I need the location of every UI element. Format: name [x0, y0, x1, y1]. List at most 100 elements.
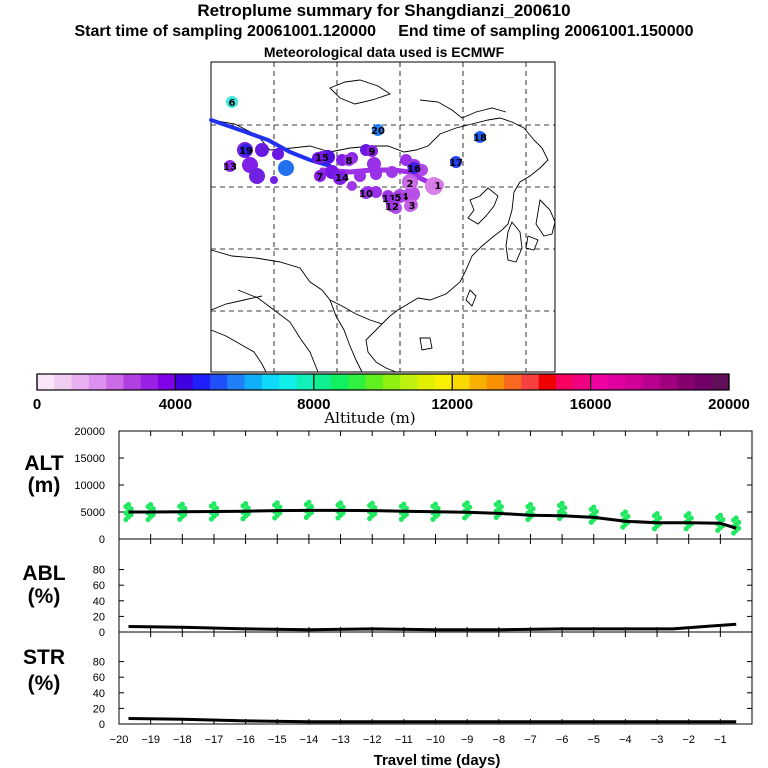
series-line-str	[128, 717, 737, 724]
colorbar-swatch	[573, 374, 592, 390]
altitude-scatter-point	[467, 504, 473, 510]
x-tick-label: −2	[682, 734, 695, 746]
altitude-scatter-point	[182, 505, 188, 512]
colorbar-tick-label: 16000	[570, 396, 612, 413]
altitude-scatter-point	[401, 501, 407, 507]
altitude-scatter-point	[403, 511, 409, 518]
map-gridlines	[211, 62, 555, 372]
map-trajectory-label: 19	[239, 146, 253, 157]
map-trajectory-label: 3	[409, 201, 416, 212]
coast-indochina	[365, 315, 397, 373]
altitude-scatter-point	[686, 511, 692, 517]
altitude-scatter-point	[337, 500, 344, 506]
colorbar-swatch	[54, 374, 73, 390]
altitude-scatter-point	[464, 500, 470, 506]
y-tick-label: 0	[99, 719, 105, 731]
x-tick-label: −6	[556, 734, 569, 746]
panel-unit-label: (%)	[28, 585, 61, 608]
map-label-marker	[406, 199, 418, 211]
colorbar-tick-label: 12000	[431, 396, 473, 413]
y-tick-label: 60	[93, 672, 105, 684]
map-trajectory-label: 5	[395, 193, 402, 204]
border-south	[237, 289, 319, 373]
colorbar-swatch	[469, 374, 488, 390]
panel-unit-label: (m)	[28, 474, 61, 497]
colorbar-swatch	[538, 374, 557, 390]
map-label-marker	[336, 171, 348, 183]
panel-str: STR (%) 80 60 40 20 0	[23, 631, 753, 731]
map-trajectory-label: 4	[402, 192, 409, 203]
x-tick-label: −18	[173, 734, 192, 746]
colorbar-tick-label: 4000	[159, 396, 192, 413]
colorbar-swatch	[521, 374, 540, 390]
colorbar-swatch	[504, 374, 522, 390]
map-coastlines	[210, 79, 556, 373]
altitude-scatter-point	[625, 513, 631, 519]
colorbar-swatch	[331, 374, 349, 390]
chart-title: Retroplume summary for Shangdianzi_20061…	[197, 1, 571, 20]
x-tick-label: −4	[619, 734, 632, 746]
altitude-scatter-point	[340, 504, 346, 510]
panel-alt: ALT(m) 20000 15000 10000 5000 0	[24, 426, 753, 546]
colorbar-swatch	[607, 374, 626, 390]
altitude-scatter-point	[211, 501, 217, 507]
colorbar-swatch	[210, 374, 228, 390]
colorbar-swatch	[711, 374, 730, 390]
altitude-scatter-point	[125, 501, 132, 508]
panel-label: ABL	[22, 562, 65, 585]
map-label-marker	[474, 131, 486, 143]
map-label-marker	[392, 191, 404, 203]
altitude-scatter-point	[496, 499, 502, 505]
altitude-scatter-point	[148, 501, 154, 508]
altitude-scatter-point	[622, 509, 629, 515]
map-trajectory-label: 17	[449, 158, 463, 169]
taiwan	[465, 289, 477, 307]
map-trajectory-label: 18	[473, 133, 487, 144]
altitude-scatter-point	[736, 519, 742, 525]
panel-abl: ABL(%) 80 60 40 20 0	[22, 538, 753, 639]
map-label-marker	[432, 179, 444, 191]
map-trajectory-label: 10	[359, 189, 373, 200]
colorbar-swatch	[556, 374, 574, 390]
panel-frame	[118, 631, 753, 725]
x-tick-label: −10	[426, 734, 445, 746]
y-tick-label: 20	[93, 703, 105, 715]
korea	[505, 221, 523, 263]
trajectory-cluster-marker	[370, 168, 382, 180]
colorbar-tick-label: 8000	[297, 396, 330, 413]
map-label-marker	[316, 151, 328, 163]
map-trajectory-label: 15	[315, 153, 329, 164]
altitude-scatter-point	[128, 506, 134, 512]
trajectory-cluster-marker	[249, 168, 265, 184]
altitude-scatter-point	[213, 505, 220, 511]
colorbar-swatch	[659, 374, 678, 390]
colorbar-swatch	[71, 374, 90, 390]
altitude-scatter-point	[277, 504, 283, 510]
colorbar-swatch	[625, 374, 643, 390]
map-label-marker	[372, 124, 384, 136]
y-tick-label: 40	[93, 688, 105, 700]
map-trajectory-label: 7	[317, 172, 324, 183]
map-label-marker	[314, 170, 326, 182]
colorbar-swatch	[486, 374, 505, 390]
map-label-marker	[343, 154, 355, 166]
y-tick-label: 20000	[74, 426, 105, 438]
colorbar-swatch	[106, 374, 124, 390]
coast-bohai	[467, 187, 499, 225]
x-tick-label: −8	[493, 734, 506, 746]
x-tick-label: −1	[714, 734, 727, 746]
x-tick-labels: −20 −19 −18 −17 −16 −15 −14 −13 −12 −11 −10 −9 −8 −7 −…	[110, 734, 727, 746]
border-north-inner	[419, 99, 507, 119]
trajectory-cluster-marker	[347, 181, 357, 191]
x-tick-label: −12	[363, 734, 382, 746]
map-trajectory-label: 2	[407, 179, 414, 190]
y-tick-label: 60	[93, 580, 105, 592]
altitude-colorbar: 0 4000 8000 12000 16000 20000	[33, 373, 750, 413]
map-trajectory-label: 8	[346, 156, 353, 167]
colorbar-swatch	[677, 374, 695, 390]
altitude-scatter-point	[245, 505, 251, 511]
x-tick-label: −15	[268, 734, 287, 746]
map-trajectory-label: 20	[371, 126, 385, 137]
